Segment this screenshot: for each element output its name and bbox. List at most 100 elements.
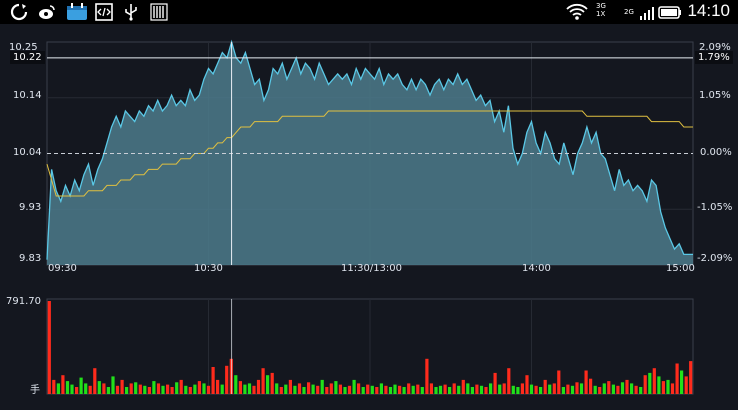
y-right-tick: 0.00% bbox=[700, 147, 732, 158]
volume-max-label: 791.70 bbox=[6, 296, 41, 307]
status-bar: 3G 1X 2G 14:10 bbox=[0, 0, 738, 24]
stock-chart-panel[interactable]: 10.25 10.14 10.04 9.93 9.83 2.09% 1.05% … bbox=[0, 24, 738, 410]
volume-bar bbox=[666, 379, 670, 394]
volume-bar bbox=[680, 370, 684, 394]
volume-bar bbox=[452, 383, 456, 394]
volume-bar bbox=[152, 381, 156, 394]
volume-bar bbox=[516, 387, 520, 394]
volume-bar bbox=[470, 387, 474, 394]
volume-bar bbox=[361, 387, 365, 394]
volume-bar bbox=[111, 376, 115, 394]
volume-bar bbox=[420, 387, 424, 394]
volume-bar bbox=[388, 387, 393, 394]
barcode-icon bbox=[150, 3, 168, 21]
volume-bar bbox=[193, 384, 197, 394]
volume-bar bbox=[170, 387, 174, 394]
network-label: 3G 1X bbox=[596, 2, 606, 18]
volume-bar bbox=[234, 375, 238, 394]
volume-bar bbox=[279, 387, 283, 394]
crosshair-price-label: 10.22 bbox=[10, 51, 45, 64]
volume-bar bbox=[630, 383, 634, 394]
volume-bar bbox=[416, 384, 420, 394]
y-right-tick: 2.09% bbox=[699, 42, 731, 53]
volume-bar bbox=[548, 384, 552, 394]
volume-bar bbox=[175, 382, 179, 394]
volume-unit-label: 手 bbox=[30, 385, 40, 396]
volume-bar bbox=[316, 385, 320, 394]
x-tick: 09:30 bbox=[48, 263, 77, 274]
calendar-icon bbox=[67, 3, 87, 20]
volume-bar bbox=[243, 384, 247, 394]
volume-bar bbox=[475, 384, 479, 394]
volume-bar bbox=[448, 387, 452, 394]
volume-bar bbox=[156, 383, 161, 394]
code-icon bbox=[95, 3, 113, 21]
volume-bar bbox=[511, 385, 515, 394]
volume-bar bbox=[297, 383, 302, 394]
y-right-tick: 1.05% bbox=[699, 90, 731, 101]
volume-bar bbox=[334, 381, 338, 394]
volume-bar bbox=[70, 384, 74, 394]
volume-bar bbox=[256, 379, 261, 394]
volume-bar bbox=[561, 387, 565, 394]
signal-icon bbox=[640, 7, 654, 20]
volume-bar bbox=[125, 387, 129, 394]
volume-bar bbox=[611, 384, 615, 394]
volume-bar bbox=[143, 385, 147, 394]
volume-bar bbox=[343, 387, 347, 394]
volume-bar bbox=[570, 385, 575, 394]
volume-bar bbox=[602, 383, 606, 394]
volume-bar bbox=[270, 372, 274, 394]
volume-bar bbox=[79, 377, 83, 394]
x-tick: 10:30 bbox=[194, 263, 223, 274]
volume-bar bbox=[120, 379, 124, 394]
volume-bar bbox=[507, 368, 511, 394]
volume-bar bbox=[575, 382, 579, 394]
volume-bar bbox=[429, 383, 433, 394]
volume-bar bbox=[443, 384, 447, 394]
volume-bar bbox=[52, 379, 56, 394]
volume-bar bbox=[634, 385, 638, 394]
volume-bar bbox=[552, 383, 556, 394]
volume-bar bbox=[329, 383, 333, 394]
volume-bar bbox=[102, 383, 106, 394]
volume-bar bbox=[375, 387, 379, 394]
x-tick: 15:00 bbox=[666, 263, 695, 274]
volume-bar bbox=[525, 375, 529, 394]
y-left-tick: 10.25 bbox=[9, 42, 38, 53]
volume-bar bbox=[75, 387, 79, 394]
volume-bar bbox=[484, 387, 488, 394]
volume-bar bbox=[620, 382, 625, 394]
volume-bar bbox=[425, 358, 429, 394]
volume-bar bbox=[543, 379, 547, 394]
volume-bar bbox=[206, 385, 211, 394]
y-left-tick: 10.14 bbox=[13, 90, 42, 101]
volume-bar bbox=[161, 385, 165, 394]
volume-bar bbox=[384, 385, 388, 394]
volume-bar bbox=[370, 385, 374, 394]
volume-bar bbox=[338, 384, 342, 394]
volume-bar bbox=[288, 379, 292, 394]
volume-bar bbox=[661, 381, 665, 394]
volume-bar bbox=[598, 387, 602, 394]
intraday-chart[interactable] bbox=[0, 24, 738, 410]
volume-bar bbox=[347, 385, 352, 394]
volume-bar bbox=[643, 375, 647, 394]
volume-bar bbox=[225, 365, 229, 394]
status-time: 14:10 bbox=[687, 1, 730, 20]
volume-bar bbox=[129, 383, 133, 394]
volume-bar bbox=[398, 385, 402, 394]
volume-bar bbox=[489, 383, 493, 394]
volume-bar bbox=[320, 379, 324, 394]
volume-bar bbox=[284, 384, 288, 394]
volume-bar bbox=[325, 387, 329, 394]
x-tick: 14:00 bbox=[522, 263, 551, 274]
volume-bar bbox=[88, 385, 92, 394]
volume-bar bbox=[520, 383, 524, 394]
volume-bar bbox=[689, 361, 693, 394]
volume-bar bbox=[97, 381, 101, 394]
volume-bar bbox=[184, 385, 188, 394]
volume-bar bbox=[275, 383, 279, 394]
volume-bar bbox=[438, 385, 443, 394]
volume-bar bbox=[579, 383, 584, 394]
